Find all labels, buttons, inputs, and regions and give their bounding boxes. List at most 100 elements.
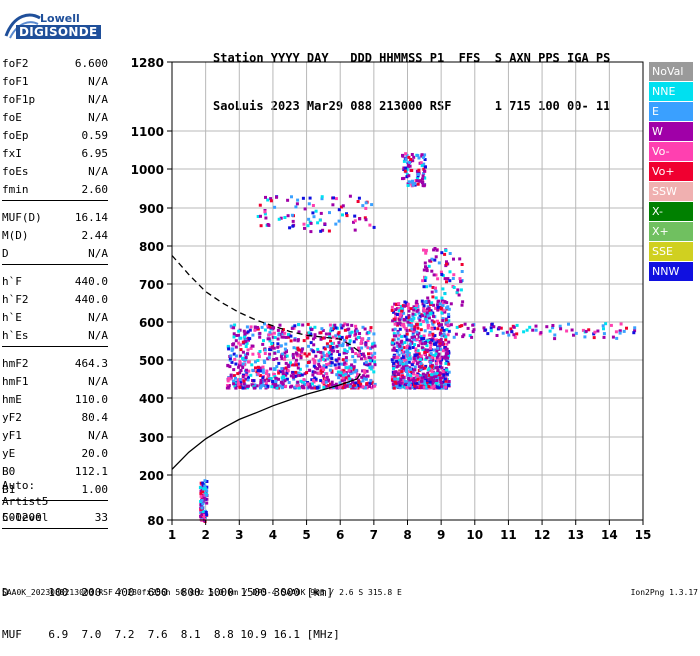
echo-point (406, 320, 410, 324)
echo-point (392, 386, 396, 390)
echo-point (357, 384, 360, 387)
echo-point (427, 316, 431, 320)
echo-point (559, 327, 563, 331)
echo-point (311, 211, 315, 215)
echo-point (347, 368, 351, 372)
echo-point (205, 480, 209, 483)
echo-point (411, 385, 415, 389)
param-label: foF1p (2, 93, 36, 106)
param-label: yF2 (2, 411, 22, 424)
echo-point (445, 372, 449, 376)
echo-point (414, 349, 418, 353)
echo-point (289, 374, 293, 378)
echo-point (435, 338, 439, 342)
echo-point (272, 372, 276, 376)
echo-point (443, 346, 447, 349)
muf-row: MUF 6.9 7.0 7.2 7.6 8.1 8.8 10.9 16.1 [M… (2, 628, 340, 641)
echo-point (412, 372, 416, 376)
param-value: N/A (88, 111, 108, 124)
echo-point (258, 366, 262, 370)
echo-point (361, 374, 365, 378)
echo-point (369, 356, 373, 360)
echo-point (497, 326, 501, 330)
echo-point (341, 344, 345, 348)
echo-point (592, 332, 596, 336)
echo-point (357, 346, 361, 350)
echo-point (425, 385, 429, 389)
echo-point (415, 338, 419, 341)
echo-point (232, 382, 236, 386)
echo-point (430, 379, 434, 383)
echo-point (319, 379, 323, 383)
echo-point (460, 324, 464, 328)
echo-point (284, 335, 288, 339)
echo-point (264, 385, 268, 389)
y-tick-label: 80 (147, 514, 164, 528)
echo-point (553, 337, 557, 341)
echo-point (242, 382, 246, 386)
echo-point (293, 338, 297, 342)
echo-point (372, 370, 376, 374)
echo-point (412, 376, 416, 380)
echo-point (312, 359, 316, 363)
echo-point (434, 348, 438, 352)
echo-point (350, 371, 354, 375)
echo-point (373, 382, 377, 386)
echo-point (321, 366, 325, 369)
echo-point (247, 338, 250, 342)
echo-point (293, 374, 297, 378)
param-value: N/A (88, 429, 108, 442)
echo-point (303, 226, 306, 230)
echo-point (337, 362, 341, 366)
echo-point (435, 371, 439, 374)
echo-point (545, 325, 549, 329)
param-row: fmin 2.60 (2, 182, 110, 200)
echo-point (325, 375, 329, 379)
echo-point (310, 327, 314, 331)
echo-point (306, 224, 310, 228)
logo-text-digisonde: DIGISONDE (16, 25, 101, 39)
echo-point (331, 203, 335, 207)
echo-point (438, 376, 442, 380)
echo-point (373, 384, 377, 388)
echo-point (238, 371, 242, 375)
echo-point (444, 347, 448, 351)
echo-point (420, 338, 424, 342)
echo-point (341, 342, 345, 346)
echo-point (398, 327, 402, 331)
x-tick-label: 9 (437, 528, 445, 542)
echo-point (226, 364, 230, 368)
echo-point (273, 375, 277, 378)
echo-point (362, 376, 366, 380)
echo-point (403, 169, 407, 173)
echo-point (338, 386, 341, 389)
echo-point (413, 343, 417, 347)
echo-point (352, 340, 356, 344)
echo-point (574, 331, 578, 335)
param-value: 2.44 (81, 229, 109, 242)
echo-point (394, 303, 398, 307)
echo-point (361, 337, 365, 341)
echo-point (430, 257, 434, 261)
echo-point (409, 317, 413, 321)
echo-point (434, 352, 438, 356)
echo-point (409, 307, 413, 311)
echo-point (430, 368, 434, 372)
echo-point (348, 341, 352, 345)
param-value: N/A (88, 329, 108, 342)
echo-point (427, 373, 431, 377)
echo-point (232, 326, 236, 330)
echo-point (416, 361, 420, 365)
echo-point (408, 386, 412, 390)
echo-point (471, 323, 475, 327)
echo-point (237, 329, 241, 333)
echo-point (424, 248, 428, 252)
echo-point (428, 259, 432, 263)
echo-point (427, 355, 431, 359)
echo-point (352, 220, 355, 224)
echo-point (289, 361, 292, 365)
echo-point (230, 360, 234, 364)
echo-point (400, 359, 404, 363)
echo-point (509, 327, 513, 331)
echo-point (408, 384, 412, 388)
